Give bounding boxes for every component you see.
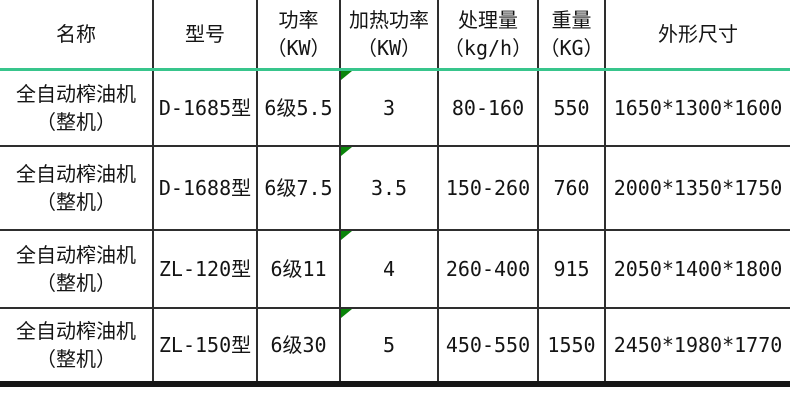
cell-heating-power: 3 xyxy=(339,68,439,147)
table-row: 全自动榨油机 （整机） D-1688型 6级7.5 3.5 150-260 76… xyxy=(0,145,790,231)
header-model: 型号 xyxy=(152,0,258,71)
note-indicator-icon xyxy=(342,71,352,80)
cell-weight: 550 xyxy=(537,68,606,147)
cell-dimensions: 2000*1350*1750 xyxy=(604,145,790,231)
note-indicator-icon xyxy=(342,148,352,156)
table-row: 全自动榨油机 （整机） ZL-150型 6级30 5 450-550 1550 … xyxy=(0,307,790,387)
cell-dimensions: 1650*1300*1600 xyxy=(604,68,790,147)
header-name: 名称 xyxy=(0,0,154,71)
cell-name: 全自动榨油机 （整机） xyxy=(0,307,154,387)
cell-heating-power-value: 4 xyxy=(382,257,396,281)
cell-capacity: 260-400 xyxy=(437,229,539,309)
note-indicator-icon xyxy=(342,310,352,318)
note-indicator-icon xyxy=(342,232,352,240)
header-capacity: 处理量 （kg/h） xyxy=(437,0,539,71)
cell-capacity: 150-260 xyxy=(437,145,539,231)
cell-heating-power-value: 3 xyxy=(382,96,396,120)
cell-dimensions: 2050*1400*1800 xyxy=(604,229,790,309)
header-dimensions: 外形尺寸 xyxy=(604,0,790,71)
cell-heating-power-value: 5 xyxy=(382,333,396,357)
cell-dimensions: 2450*1980*1770 xyxy=(604,307,790,387)
header-heating-power: 加热功率 （KW） xyxy=(339,0,439,71)
cell-power: 6级30 xyxy=(256,307,341,387)
header-weight: 重量 （KG） xyxy=(537,0,606,71)
cell-heating-power-value: 3.5 xyxy=(370,176,408,200)
cell-power: 6级11 xyxy=(256,229,341,309)
cell-model: D-1688型 xyxy=(152,145,258,231)
header-row: 名称 型号 功率 （KW） 加热功率 （KW） 处理量 （kg/h） 重量 （K… xyxy=(0,0,790,71)
cell-weight: 760 xyxy=(537,145,606,231)
cell-capacity: 450-550 xyxy=(437,307,539,387)
product-spec-table: 名称 型号 功率 （KW） 加热功率 （KW） 处理量 （kg/h） 重量 （K… xyxy=(0,0,790,387)
cell-power: 6级5.5 xyxy=(256,68,341,147)
cell-name: 全自动榨油机 （整机） xyxy=(0,68,154,147)
cell-model: ZL-120型 xyxy=(152,229,258,309)
table-row: 全自动榨油机 （整机） ZL-120型 6级11 4 260-400 915 2… xyxy=(0,229,790,309)
cell-heating-power: 5 xyxy=(339,307,439,387)
cell-weight: 915 xyxy=(537,229,606,309)
cell-weight: 1550 xyxy=(537,307,606,387)
cell-capacity: 80-160 xyxy=(437,68,539,147)
cell-name: 全自动榨油机 （整机） xyxy=(0,145,154,231)
header-power: 功率 （KW） xyxy=(256,0,341,71)
cell-power: 6级7.5 xyxy=(256,145,341,231)
table-row: 全自动榨油机 （整机） D-1685型 6级5.5 3 80-160 550 1… xyxy=(0,68,790,147)
cell-model: D-1685型 xyxy=(152,68,258,147)
cell-model: ZL-150型 xyxy=(152,307,258,387)
cell-heating-power: 4 xyxy=(339,229,439,309)
cell-heating-power: 3.5 xyxy=(339,145,439,231)
cell-name: 全自动榨油机 （整机） xyxy=(0,229,154,309)
